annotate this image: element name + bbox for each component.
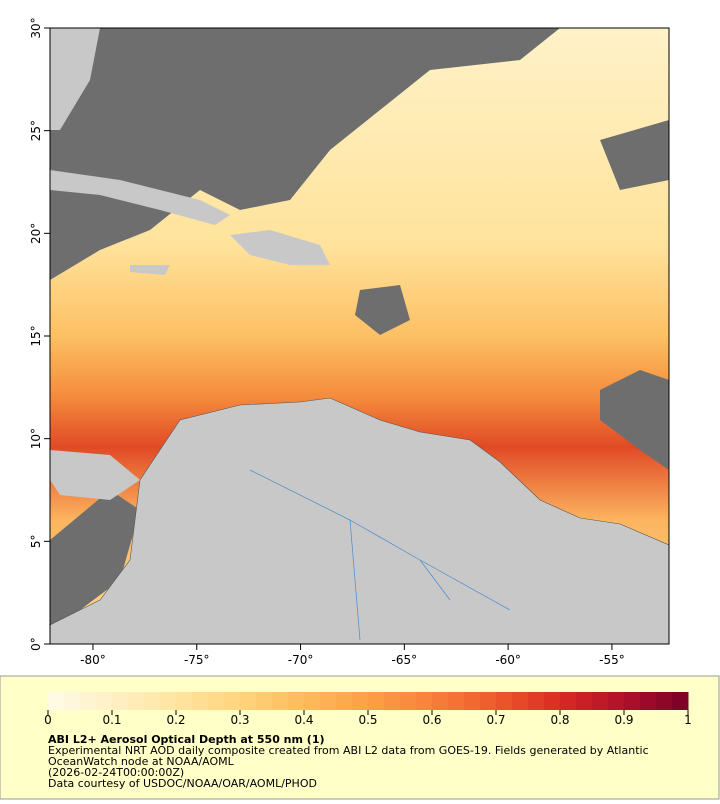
colorbar-tick-label: 0.2 xyxy=(166,713,185,727)
y-tick-label: 10° xyxy=(29,428,43,449)
colorbar-swatch xyxy=(400,692,417,710)
colorbar-swatch xyxy=(96,692,113,710)
caption-title: ABI L2+ Aerosol Optical Depth at 550 nm … xyxy=(48,733,325,746)
colorbar-swatch xyxy=(368,692,385,710)
colorbar-swatch xyxy=(112,692,129,710)
colorbar-tick-label: 0.9 xyxy=(614,713,633,727)
colorbar-swatch xyxy=(656,692,673,710)
colorbar-tick-label: 0.1 xyxy=(102,713,121,727)
colorbar-swatch xyxy=(48,692,65,710)
colorbar: 0 0.1 0.2 0.3 0.4 0.5 0.6 0.7 0.8 0.9 1 xyxy=(44,692,692,727)
caption-line: (2026-02-24T00:00:00Z) xyxy=(48,766,184,779)
colorbar-tick-label: 0.5 xyxy=(358,713,377,727)
y-tick-label: 20° xyxy=(29,223,43,244)
colorbar-swatch xyxy=(608,692,625,710)
colorbar-swatch xyxy=(384,692,401,710)
colorbar-swatch xyxy=(336,692,353,710)
x-tick-label: -80° xyxy=(80,653,106,667)
caption-line: OceanWatch node at NOAA/AOML xyxy=(48,755,235,768)
colorbar-swatch xyxy=(320,692,337,710)
x-tick-label: -60° xyxy=(495,653,521,667)
colorbar-tick-label: 0 xyxy=(44,713,52,727)
caption-line: Data courtesy of USDOC/NOAA/OAR/AOML/PHO… xyxy=(48,777,317,790)
x-tick-label: -70° xyxy=(288,653,314,667)
caption-line: Experimental NRT AOD daily composite cre… xyxy=(48,744,649,757)
y-tick-label: 5° xyxy=(29,535,43,549)
colorbar-swatch xyxy=(208,692,225,710)
colorbar-swatch xyxy=(304,692,321,710)
colorbar-swatch xyxy=(160,692,177,710)
axes: -80° -75° -70° -65° -60° -55° 0° 5° 10° 15° 20° 25°… xyxy=(29,17,625,667)
colorbar-tick-label: 0.6 xyxy=(422,713,441,727)
colorbar-swatch xyxy=(640,692,657,710)
colorbar-swatch xyxy=(496,692,513,710)
colorbar-swatch xyxy=(272,692,289,710)
colorbar-swatch xyxy=(192,692,209,710)
y-tick-label: 0° xyxy=(29,637,43,651)
colorbar-swatch xyxy=(288,692,305,710)
colorbar-swatch xyxy=(176,692,193,710)
colorbar-tick-label: 0.3 xyxy=(230,713,249,727)
colorbar-tick-label: 0.7 xyxy=(486,713,505,727)
colorbar-swatch xyxy=(432,692,449,710)
colorbar-swatch xyxy=(480,692,497,710)
colorbar-swatch xyxy=(464,692,481,710)
colorbar-swatch xyxy=(528,692,545,710)
colorbar-swatch xyxy=(416,692,433,710)
colorbar-swatch xyxy=(224,692,241,710)
colorbar-swatch xyxy=(624,692,641,710)
colorbar-swatch xyxy=(144,692,161,710)
y-tick-label: 15° xyxy=(29,325,43,346)
x-tick-label: -75° xyxy=(184,653,210,667)
colorbar-swatch xyxy=(576,692,593,710)
colorbar-tick-label: 0.8 xyxy=(550,713,569,727)
colorbar-swatch xyxy=(672,692,689,710)
x-tick-label: -55° xyxy=(599,653,625,667)
colorbar-tick-label: 0.4 xyxy=(294,713,313,727)
colorbar-swatch xyxy=(544,692,561,710)
y-tick-label: 30° xyxy=(29,17,43,38)
x-tick-label: -65° xyxy=(392,653,418,667)
colorbar-swatch xyxy=(448,692,465,710)
colorbar-swatch xyxy=(80,692,97,710)
colorbar-swatch xyxy=(128,692,145,710)
colorbar-swatch xyxy=(512,692,529,710)
y-tick-label: 25° xyxy=(29,120,43,141)
colorbar-swatch xyxy=(240,692,257,710)
colorbar-swatch xyxy=(256,692,273,710)
colorbar-swatch xyxy=(64,692,81,710)
colorbar-tick-label: 1 xyxy=(684,713,692,727)
colorbar-swatch xyxy=(560,692,577,710)
colorbar-swatch xyxy=(592,692,609,710)
map-area xyxy=(50,28,669,644)
colorbar-swatch xyxy=(352,692,369,710)
